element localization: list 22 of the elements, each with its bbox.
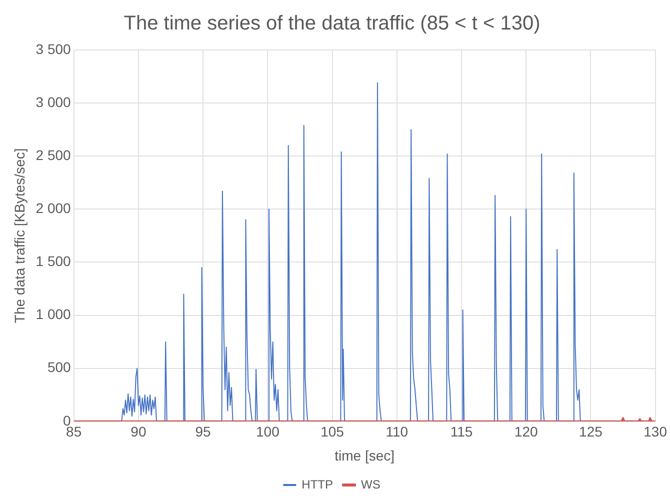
chart-title: The time series of the data traffic (85 < t < 130) bbox=[124, 12, 540, 35]
y-tick-label: 1 000 bbox=[36, 306, 72, 322]
y-tick-label: 2 500 bbox=[36, 146, 72, 163]
x-tick-label: 125 bbox=[579, 424, 603, 440]
x-tick-label: 100 bbox=[256, 424, 280, 440]
y-tick-label: 0 bbox=[63, 412, 72, 428]
y-tick-label: 3 000 bbox=[36, 94, 72, 110]
x-tick-label: 90 bbox=[130, 424, 146, 440]
y-axis-title: The data traffic [KBytes/sec] bbox=[11, 148, 28, 324]
legend-label: WS bbox=[361, 477, 380, 492]
x-axis-title: time [sec] bbox=[334, 447, 395, 464]
x-tick-label: 110 bbox=[386, 424, 408, 440]
y-tick-label: 2 000 bbox=[36, 200, 72, 216]
x-tick-label: 105 bbox=[320, 424, 344, 440]
x-tick-label: 115 bbox=[450, 424, 473, 440]
y-tick-label: 3 500 bbox=[36, 40, 72, 57]
x-tick-label: 95 bbox=[195, 424, 212, 440]
y-tick-label: 500 bbox=[47, 359, 72, 376]
legend-label: HTTP bbox=[302, 477, 334, 492]
x-tick-label: 130 bbox=[644, 424, 668, 440]
x-tick-label: 120 bbox=[514, 424, 538, 440]
y-tick-label: 1 500 bbox=[36, 253, 72, 270]
